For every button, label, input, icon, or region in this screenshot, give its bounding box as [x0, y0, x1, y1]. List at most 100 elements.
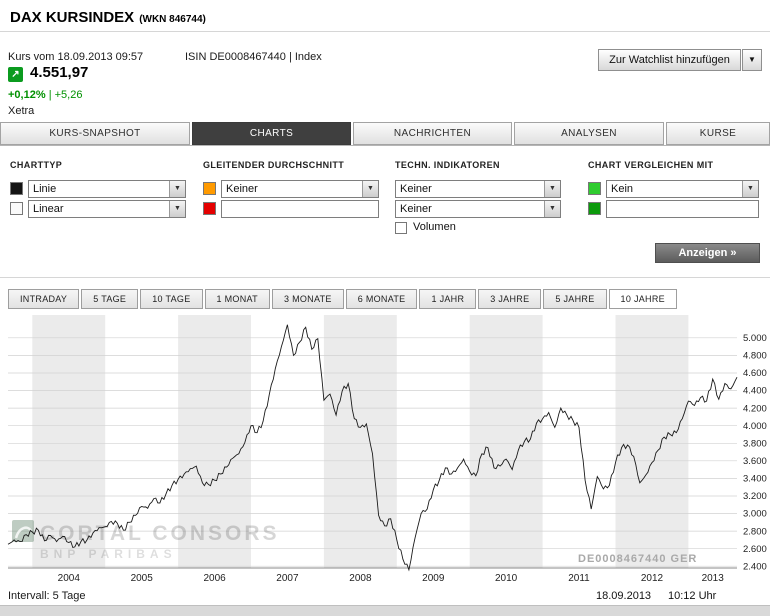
chart-year-band: [32, 315, 106, 568]
footer-bar: [0, 605, 770, 616]
chart-y-tick-label: 4.600: [743, 368, 767, 379]
tab-analysen[interactable]: ANALYSEN: [514, 122, 664, 145]
divider: [0, 277, 770, 278]
chart-year-band: [615, 315, 689, 568]
main-tab-bar: KURS-SNAPSHOT CHARTS NACHRICHTEN ANALYSE…: [0, 122, 770, 145]
ma1-select[interactable]: Keiner ▼: [221, 180, 379, 198]
chart-year-band: [323, 315, 397, 568]
chart-x-year-label: 2012: [641, 573, 664, 584]
change-absolute: | +5,26: [48, 89, 83, 101]
tab-charts[interactable]: CHARTS: [192, 122, 351, 145]
chart-x-year-label: 2013: [702, 573, 725, 584]
compare-chart-header: CHART VERGLEICHEN MIT: [588, 160, 714, 170]
chart-year-band: [178, 315, 251, 568]
chart-price-line: [7, 324, 738, 572]
chart-watermark-logo-swoosh: [14, 526, 33, 539]
chart-x-year-label: 2007: [276, 573, 299, 584]
scale-select[interactable]: Linear ▼: [28, 200, 186, 218]
indicator2-select-value: Keiner: [400, 203, 432, 215]
chevron-down-icon: ▼: [742, 181, 758, 197]
tab-nachrichten[interactable]: NACHRICHTEN: [353, 122, 512, 145]
range-tab-5-tage[interactable]: 5 TAGE: [81, 289, 139, 309]
compare-select-value: Kein: [611, 183, 634, 195]
chevron-down-icon: ▼: [748, 55, 756, 64]
chart-y-tick-label: 4.400: [743, 386, 767, 397]
chevron-down-icon: ▼: [544, 201, 560, 217]
isin-label: ISIN DE0008467440 | Index: [185, 51, 322, 63]
chart-x-year-label: 2010: [495, 573, 518, 584]
chart-y-tick-label: 3.200: [743, 491, 767, 502]
chevron-down-icon: ▼: [362, 181, 378, 197]
chart-year-band: [469, 315, 543, 568]
ma1-color-swatch: [203, 182, 216, 195]
chart-watermark-line1: CORTAL CONSORS: [40, 522, 280, 545]
divider: [0, 31, 770, 32]
ma2-color-swatch: [203, 202, 216, 215]
instrument-wkn: (WKN 846744): [139, 14, 206, 25]
range-tab-10-jahre[interactable]: 10 JAHRE: [608, 289, 677, 309]
exchange-label: Xetra: [8, 105, 35, 117]
divider: [0, 145, 770, 146]
compare1-color-swatch: [588, 182, 601, 195]
charttype-color-swatch: [10, 182, 23, 195]
compare-select[interactable]: Kein ▼: [606, 180, 759, 198]
volumen-label: Volumen: [413, 221, 456, 233]
footer-date: 18.09.2013: [596, 590, 652, 602]
chart-x-year-label: 2008: [349, 573, 372, 584]
chart-y-tick-label: 3.600: [743, 456, 767, 467]
price-chart: 2.400 2.600 2.800 3.000 3.200 3.400 3.600 3.800…: [7, 315, 767, 584]
range-tab-10-tage[interactable]: 10 TAGE: [140, 289, 203, 309]
footer-time: 10:12 Uhr: [668, 590, 717, 602]
chart-x-year-label: 2005: [131, 573, 154, 584]
chart-y-tick-label: 4.000: [743, 421, 767, 432]
interval-label: Intervall: 5 Tage: [8, 590, 86, 602]
page-title: DAX KURSINDEX (WKN 846744): [10, 9, 206, 26]
chart-y-tick-label: 2.600: [743, 544, 767, 555]
volumen-checkbox[interactable]: [395, 222, 407, 234]
chevron-down-icon: ▼: [169, 181, 185, 197]
tab-kurs-snapshot[interactable]: KURS-SNAPSHOT: [0, 122, 190, 145]
range-tab-3-monate[interactable]: 3 MONATE: [271, 289, 344, 309]
indicator1-select-value: Keiner: [400, 183, 432, 195]
current-price: 4.551,97: [30, 64, 89, 81]
ma1-select-value: Keiner: [226, 183, 258, 195]
range-tab-6-monate[interactable]: 6 MONATE: [345, 289, 418, 309]
range-tab-5-jahre[interactable]: 5 JAHRE: [543, 289, 607, 309]
tab-kurse[interactable]: KURSE: [666, 122, 770, 145]
scale-select-value: Linear: [33, 203, 64, 215]
chart-y-tick-label: 3.400: [743, 474, 767, 485]
quote-timestamp: Kurs vom 18.09.2013 09:57: [8, 51, 144, 63]
trend-up-icon: ↗: [8, 67, 23, 82]
chart-watermark-line2: BNP PARIBAS: [40, 547, 177, 561]
chart-y-tick-label: 2.800: [743, 526, 767, 537]
ma2-field[interactable]: [221, 200, 379, 218]
range-tab-bar: INTRADAY 5 TAGE 10 TAGE 1 MONAT 3 MONATE…: [8, 289, 677, 309]
add-to-watchlist-button[interactable]: Zur Watchlist hinzufügen: [598, 49, 741, 71]
compare2-color-swatch: [588, 202, 601, 215]
moving-average-header: GLEITENDER DURCHSCHNITT: [203, 160, 345, 170]
charttype-header: CHARTTYP: [10, 160, 63, 170]
chart-x-year-label: 2011: [568, 573, 590, 584]
compare2-field[interactable]: [606, 200, 759, 218]
instrument-name: DAX KURSINDEX: [10, 9, 135, 26]
indicator1-select[interactable]: Keiner ▼: [395, 180, 561, 198]
anzeigen-button[interactable]: Anzeigen »: [655, 243, 760, 263]
range-tab-1-monat[interactable]: 1 MONAT: [204, 289, 270, 309]
chart-x-year-label: 2009: [422, 573, 445, 584]
chart-y-tick-label: 2.400: [743, 561, 767, 572]
range-tab-1-jahr[interactable]: 1 JAHR: [419, 289, 477, 309]
range-tab-3-jahre[interactable]: 3 JAHRE: [478, 289, 542, 309]
indicator2-select[interactable]: Keiner ▼: [395, 200, 561, 218]
change-percent: +0,12%: [8, 89, 46, 101]
scale-color-swatch: [10, 202, 23, 215]
tech-indicators-header: TECHN. INDIKATOREN: [395, 160, 500, 170]
watchlist-dropdown-button[interactable]: ▼: [742, 49, 762, 71]
charttype-select[interactable]: Linie ▼: [28, 180, 186, 198]
chevron-down-icon: ▼: [544, 181, 560, 197]
chart-y-tick-label: 4.800: [743, 351, 767, 362]
range-tab-intraday[interactable]: INTRADAY: [8, 289, 80, 309]
chart-y-tick-label: 5.000: [743, 333, 767, 344]
chart-y-tick-label: 3.800: [743, 439, 767, 450]
chart-instrument-label: DE0008467440 GER: [578, 553, 697, 565]
